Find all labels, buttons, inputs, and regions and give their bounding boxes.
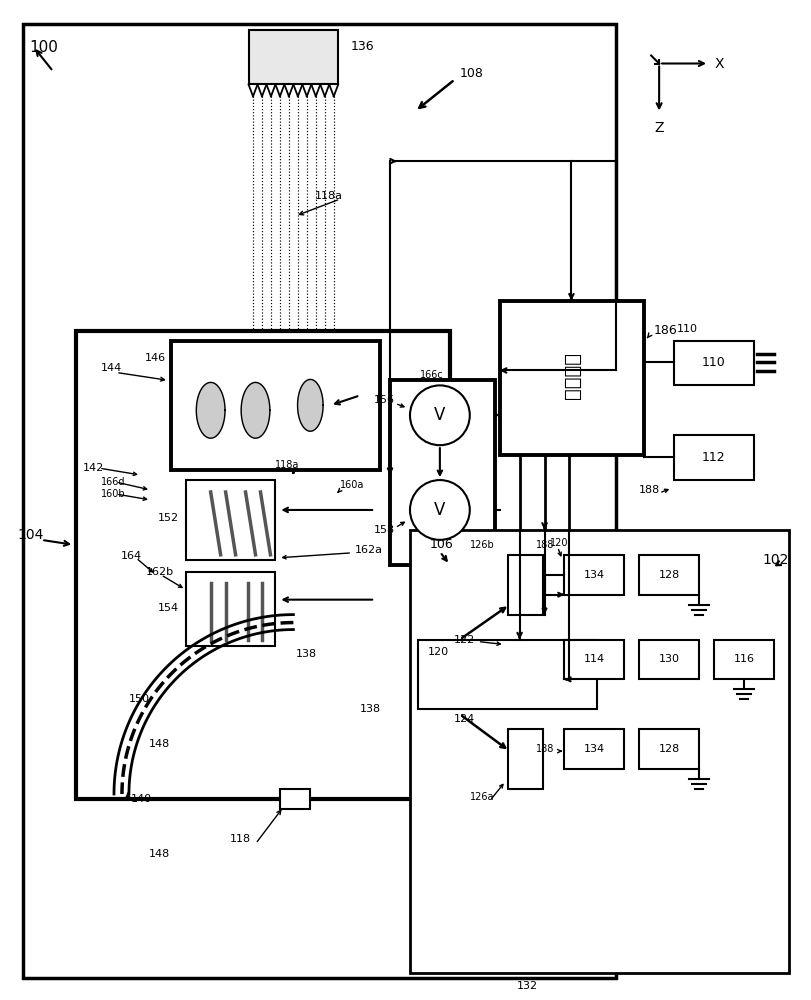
Text: 112: 112: [702, 451, 726, 464]
Text: 120: 120: [428, 647, 449, 657]
Bar: [674, 435, 753, 480]
Text: 120: 120: [550, 538, 568, 548]
Circle shape: [410, 385, 470, 445]
Text: 160b: 160b: [101, 489, 126, 499]
Bar: [564, 729, 624, 769]
Text: 144: 144: [101, 363, 122, 373]
Bar: [410, 530, 788, 973]
Bar: [186, 572, 276, 646]
Polygon shape: [196, 382, 225, 438]
Text: 152: 152: [157, 513, 178, 523]
Text: 128: 128: [659, 744, 680, 754]
Circle shape: [410, 480, 470, 540]
Text: 148: 148: [149, 739, 170, 749]
Text: 148: 148: [149, 849, 170, 859]
Text: 162b: 162b: [146, 567, 174, 577]
Text: 118a: 118a: [315, 191, 343, 201]
Text: V: V: [434, 406, 445, 424]
Text: 160a: 160a: [341, 480, 365, 490]
Bar: [248, 30, 338, 84]
Bar: [390, 380, 495, 565]
Text: 126b: 126b: [470, 540, 495, 550]
Text: 134: 134: [584, 744, 605, 754]
Text: 150: 150: [129, 694, 150, 704]
Text: Z: Z: [654, 121, 664, 135]
Text: 122: 122: [453, 635, 474, 645]
Text: 156: 156: [374, 395, 395, 405]
Text: 154: 154: [157, 603, 178, 613]
Bar: [24, 24, 616, 978]
Bar: [564, 555, 624, 595]
Bar: [639, 729, 699, 769]
Text: 138: 138: [295, 649, 316, 659]
Text: 186: 186: [654, 324, 678, 337]
Text: 188: 188: [639, 485, 660, 495]
Text: V: V: [434, 501, 445, 519]
Text: 132: 132: [517, 981, 539, 991]
Bar: [281, 789, 311, 809]
Text: 134: 134: [584, 570, 605, 580]
Text: 114: 114: [584, 654, 605, 664]
Text: 控制系统: 控制系统: [562, 354, 581, 401]
Text: 188: 188: [536, 744, 555, 754]
Text: 130: 130: [659, 654, 680, 664]
Text: 110: 110: [702, 356, 726, 369]
Text: 128: 128: [659, 570, 680, 580]
Bar: [639, 555, 699, 595]
Bar: [508, 555, 543, 615]
Text: 104: 104: [17, 528, 44, 542]
Text: 118a: 118a: [276, 460, 300, 470]
Text: 108: 108: [460, 67, 483, 80]
Text: 116: 116: [733, 654, 754, 664]
Bar: [639, 640, 699, 679]
Text: 126a: 126a: [470, 792, 495, 802]
Bar: [186, 480, 276, 560]
Text: 110: 110: [677, 324, 698, 334]
Bar: [564, 640, 624, 679]
Text: 164: 164: [121, 551, 142, 561]
Text: 118: 118: [230, 834, 251, 844]
Text: 188: 188: [536, 540, 555, 550]
Text: 142: 142: [83, 463, 105, 473]
Text: 146: 146: [144, 353, 165, 363]
Text: 102: 102: [762, 553, 788, 567]
Bar: [714, 640, 774, 679]
Text: 140: 140: [131, 794, 152, 804]
Text: 136: 136: [350, 40, 374, 53]
Bar: [508, 729, 543, 789]
Text: 100: 100: [29, 40, 58, 55]
Text: 158: 158: [374, 525, 395, 535]
Polygon shape: [241, 382, 270, 438]
Text: 138: 138: [360, 704, 381, 714]
Text: 166d: 166d: [101, 477, 126, 487]
Polygon shape: [298, 379, 323, 431]
Bar: [171, 341, 380, 470]
Text: 166c: 166c: [420, 370, 444, 380]
Bar: [500, 301, 644, 455]
Text: X: X: [715, 57, 724, 71]
Bar: [76, 331, 450, 799]
Bar: [418, 640, 598, 709]
Bar: [674, 341, 753, 385]
Text: 124: 124: [453, 714, 474, 724]
Text: 106: 106: [430, 538, 453, 551]
Text: 162a: 162a: [355, 545, 383, 555]
